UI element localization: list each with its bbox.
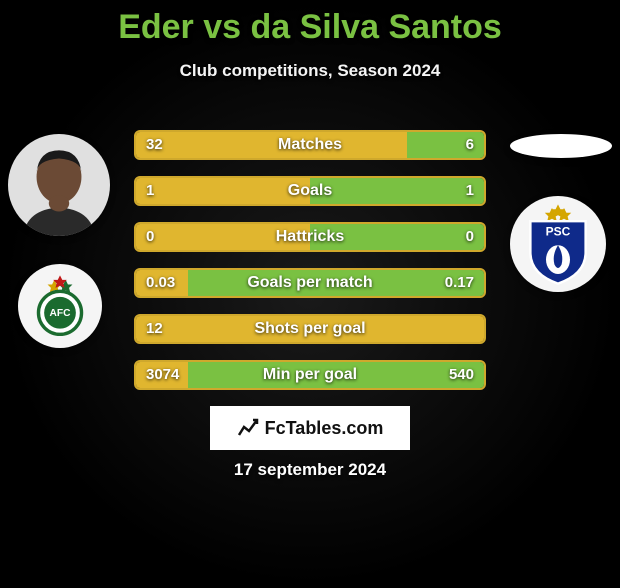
- stat-label: Hattricks: [136, 224, 484, 250]
- stat-right-value: 0.17: [445, 270, 474, 296]
- subtitle: Club competitions, Season 2024: [0, 61, 620, 81]
- stat-row: 3074 Min per goal 540: [134, 360, 486, 390]
- stat-right-value: 540: [449, 362, 474, 388]
- stat-label: Goals per match: [136, 270, 484, 296]
- stat-row: 0.03 Goals per match 0.17: [134, 268, 486, 298]
- stat-right-value: 6: [466, 132, 474, 158]
- branding-text: FcTables.com: [265, 418, 384, 439]
- stat-row: 32 Matches 6: [134, 130, 486, 160]
- stat-row: 12 Shots per goal: [134, 314, 486, 344]
- chart-icon: [237, 417, 259, 439]
- stat-right-value: 0: [466, 224, 474, 250]
- left-player-group: AFC: [8, 134, 110, 348]
- page-title: Eder vs da Silva Santos: [0, 8, 620, 47]
- right-player-group: PSC: [510, 134, 612, 292]
- svg-text:PSC: PSC: [546, 225, 571, 239]
- stat-row: 0 Hattricks 0: [134, 222, 486, 252]
- stat-right-value: 1: [466, 178, 474, 204]
- team-badge-left: AFC: [18, 264, 102, 348]
- branding-badge: FcTables.com: [210, 406, 410, 450]
- date-text: 17 september 2024: [0, 460, 620, 480]
- stat-row: 1 Goals 1: [134, 176, 486, 206]
- stats-bars: 32 Matches 6 1 Goals 1 0 Hattricks 0 0.0…: [134, 130, 486, 406]
- stat-label: Matches: [136, 132, 484, 158]
- svg-text:AFC: AFC: [50, 308, 72, 319]
- stat-label: Goals: [136, 178, 484, 204]
- stat-label: Shots per goal: [136, 316, 484, 342]
- player-avatar-right: [510, 134, 612, 158]
- stat-label: Min per goal: [136, 362, 484, 388]
- player-avatar-left: [8, 134, 110, 236]
- team-badge-right: PSC: [510, 196, 606, 292]
